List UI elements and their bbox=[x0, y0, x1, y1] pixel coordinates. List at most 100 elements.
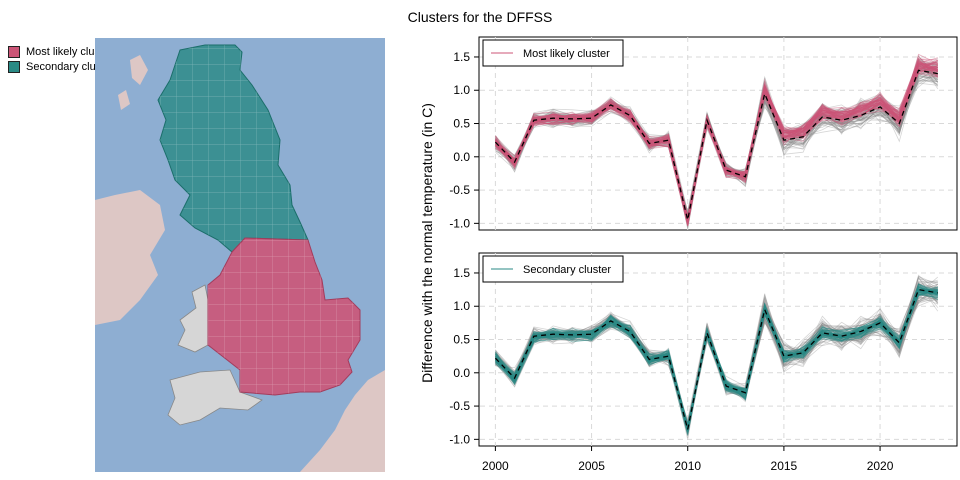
grey-background-line bbox=[495, 284, 938, 430]
cluster-series-line bbox=[495, 283, 939, 429]
grey-background-line bbox=[495, 70, 938, 215]
grey-background-line bbox=[495, 66, 939, 214]
most-likely-cluster-grid bbox=[208, 238, 360, 395]
grey-background-line bbox=[495, 63, 938, 214]
y-tick-label: 0.0 bbox=[453, 366, 470, 380]
grey-background-line bbox=[495, 291, 938, 433]
mean-dashed-line bbox=[494, 69, 938, 221]
cluster-series-line bbox=[495, 288, 938, 425]
cluster-series-line bbox=[495, 289, 938, 431]
grey-background-line bbox=[495, 289, 938, 434]
x-tick-label: 2010 bbox=[674, 459, 701, 473]
cluster-series-line bbox=[495, 285, 939, 430]
grey-background-line bbox=[495, 282, 939, 431]
grey-background-line bbox=[495, 63, 938, 221]
grey-background-line bbox=[495, 62, 938, 217]
grey-background-line bbox=[495, 76, 938, 225]
x-tick-label: 2005 bbox=[578, 459, 605, 473]
southwest-region bbox=[167, 369, 263, 426]
mean-dashed-line bbox=[494, 288, 938, 430]
grey-background-line bbox=[495, 287, 938, 428]
cluster-series-line bbox=[495, 67, 938, 225]
grey-background-line bbox=[495, 66, 938, 224]
cluster-series-line bbox=[495, 53, 938, 225]
grey-background-line bbox=[495, 287, 939, 427]
cluster-series-line bbox=[495, 66, 938, 223]
grey-background-line bbox=[495, 276, 939, 428]
ireland-landmass bbox=[95, 190, 165, 325]
grey-background-line bbox=[495, 54, 939, 227]
y-tick-label: 1.0 bbox=[453, 299, 470, 313]
cluster-series-line bbox=[495, 289, 938, 431]
grey-background-line bbox=[495, 284, 939, 428]
cluster-series-line bbox=[495, 289, 938, 429]
y-tick-label: 1.5 bbox=[453, 266, 470, 280]
secondary-panel: 1.5 1.0 0.5 0.0 -0.5 -1.0 bbox=[449, 252, 958, 447]
france-landmass bbox=[300, 370, 385, 472]
grey-background-line bbox=[495, 68, 938, 224]
grey-background-line bbox=[495, 279, 938, 429]
grey-background-line bbox=[495, 69, 939, 219]
cluster-series-line bbox=[495, 65, 938, 220]
y-tick-label: 0.5 bbox=[453, 117, 470, 131]
grey-background-line bbox=[495, 276, 939, 435]
grey-background-line bbox=[495, 283, 938, 425]
y-axis-label: Difference with the normal temperature (… bbox=[419, 103, 435, 383]
grey-background-line bbox=[495, 75, 938, 221]
y-tick-label: 0.0 bbox=[453, 150, 470, 164]
grey-background-line bbox=[495, 66, 938, 221]
grey-background-line bbox=[495, 68, 938, 213]
grey-background-line bbox=[495, 284, 939, 429]
grey-background-line bbox=[495, 72, 938, 218]
grey-background-line bbox=[495, 288, 938, 430]
grey-background-line bbox=[495, 55, 939, 214]
grey-background-line bbox=[495, 66, 939, 224]
cluster-series-line bbox=[495, 65, 938, 227]
grey-background-line bbox=[495, 60, 939, 215]
cluster-series-line bbox=[495, 63, 938, 227]
secondary-cluster-grid bbox=[158, 45, 308, 252]
grey-background-line bbox=[495, 287, 938, 433]
y-tick-label: -0.5 bbox=[449, 399, 470, 413]
cluster-series-line bbox=[495, 67, 938, 219]
grey-background-line bbox=[495, 65, 939, 225]
grey-background-line bbox=[495, 64, 938, 223]
western-isles bbox=[130, 55, 148, 85]
grey-background-line bbox=[495, 81, 938, 223]
map-legend-label-secondary: Secondary cluster bbox=[26, 61, 115, 73]
cluster-series-line bbox=[495, 63, 938, 226]
legend-label-most-likely: Most likely cluster bbox=[523, 48, 610, 60]
grey-background-line bbox=[495, 281, 938, 431]
grey-background-line bbox=[495, 79, 938, 221]
x-tick-label: 2015 bbox=[771, 459, 798, 473]
cluster-series-line bbox=[495, 66, 938, 222]
grey-background-line bbox=[495, 57, 939, 212]
most-likely-panel: 1.5 1.0 0.5 0.0 -0.5 -1.0 bbox=[449, 36, 958, 231]
cluster-map bbox=[95, 38, 385, 472]
cluster-series-line bbox=[495, 62, 938, 221]
western-isles-south bbox=[118, 90, 130, 110]
grey-background-line bbox=[495, 289, 939, 424]
cluster-series-line bbox=[495, 283, 938, 436]
grey-background-line bbox=[495, 275, 938, 430]
cluster-series-line bbox=[495, 61, 938, 216]
grey-background-line bbox=[495, 61, 939, 226]
grey-background-line bbox=[495, 66, 938, 222]
cluster-series-line bbox=[495, 65, 938, 218]
grey-background-line bbox=[495, 278, 938, 428]
cluster-series-line bbox=[495, 288, 938, 431]
legend-label-secondary: Secondary cluster bbox=[523, 264, 611, 276]
panel-frame-top bbox=[478, 36, 958, 231]
grey-background-line bbox=[495, 285, 938, 425]
y-tick-label: -0.5 bbox=[449, 183, 470, 197]
grey-background-line bbox=[495, 73, 938, 227]
grey-background-line bbox=[495, 63, 939, 220]
cluster-series-line bbox=[495, 286, 938, 429]
grey-background-line bbox=[495, 65, 938, 222]
map-legend-item-secondary: Secondary cluster bbox=[8, 61, 114, 73]
cluster-series-line bbox=[495, 72, 938, 225]
cluster-series-line bbox=[495, 290, 938, 434]
cluster-series-line bbox=[495, 286, 938, 430]
grey-background-line bbox=[495, 79, 938, 229]
grey-background-line bbox=[495, 69, 938, 217]
